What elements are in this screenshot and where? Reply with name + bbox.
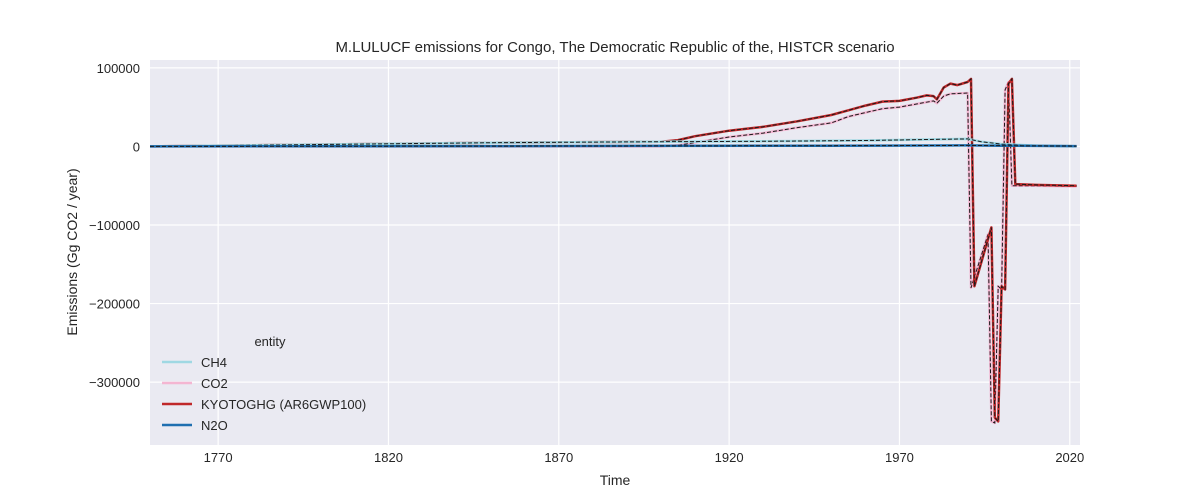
- series-lines: [149, 77, 1077, 425]
- y-tick-label: −200000: [89, 297, 140, 312]
- legend-title: entity: [254, 334, 286, 349]
- axis-ticks: 1770 1820 1870 1920 1970 2020 100000 0 −100000 −2…: [89, 61, 1084, 465]
- y-tick-label: 100000: [97, 61, 140, 76]
- x-tick-label: 2020: [1055, 450, 1084, 465]
- legend-label-ch4: CH4: [201, 355, 227, 370]
- legend: entity CH4 CO2 KYOTOGHG (AR6GWP100) N2O: [162, 334, 366, 433]
- legend-label-kyotoghg-ar6gwp100: KYOTOGHG (AR6GWP100): [201, 397, 366, 412]
- x-tick-label: 1920: [715, 450, 744, 465]
- y-tick-label: −300000: [89, 375, 140, 390]
- chart-title: M.LULUCF emissions for Congo, The Democr…: [335, 39, 894, 56]
- y-axis-label: Emissions (Gg CO2 / year): [64, 168, 80, 335]
- grid: [150, 60, 1080, 445]
- plot-background: [150, 60, 1080, 445]
- series-overlay-n2o: [149, 144, 1077, 147]
- legend-label-co2: CO2: [201, 376, 228, 391]
- x-tick-label: 1870: [544, 450, 573, 465]
- series-overlay-ch4: [149, 138, 1077, 147]
- x-tick-label: 1770: [204, 450, 233, 465]
- y-tick-label: 0: [133, 139, 140, 154]
- y-tick-label: −100000: [89, 218, 140, 233]
- x-axis-label: Time: [600, 472, 631, 488]
- series-overlay-co2: [150, 81, 1077, 424]
- legend-label-n2o: N2O: [201, 418, 228, 433]
- x-tick-label: 1820: [374, 450, 403, 465]
- x-tick-label: 1970: [885, 450, 914, 465]
- series-line-kyotoghg-ar6gwp100: [149, 77, 1077, 423]
